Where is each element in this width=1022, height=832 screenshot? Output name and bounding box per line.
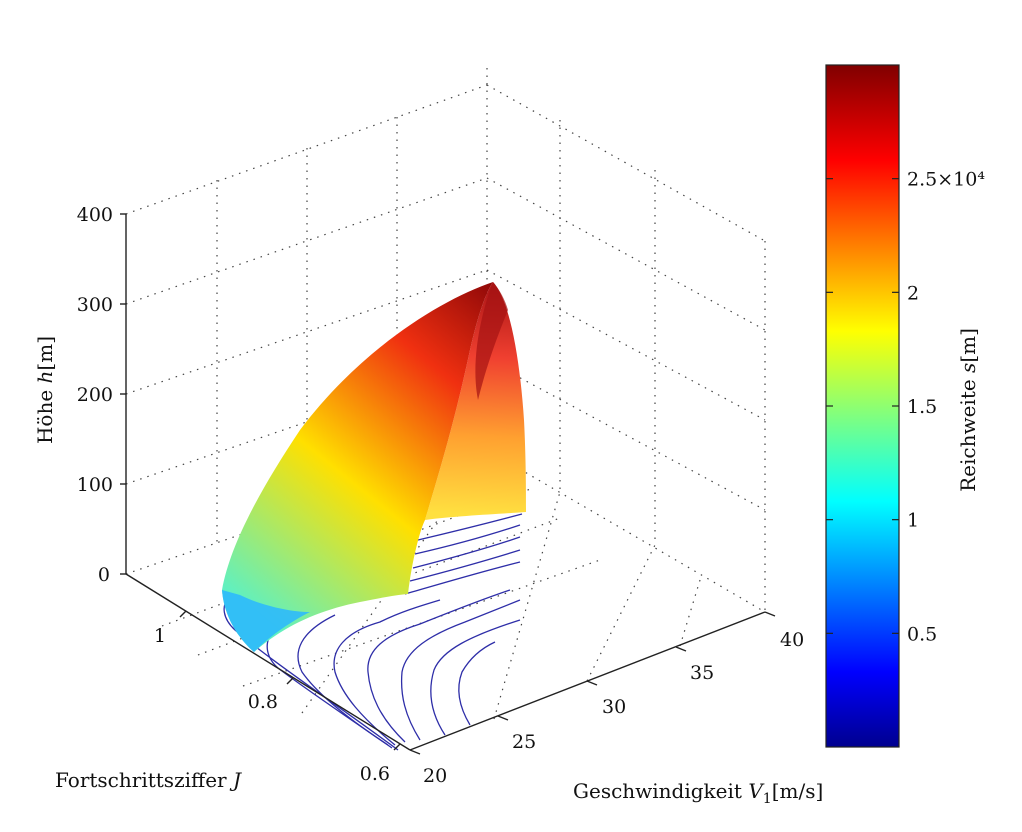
contour-lines <box>223 513 523 751</box>
z-tick-labels: 400 300 200 100 0 <box>77 204 113 586</box>
j-tick-labels: 1 0.8 0.6 <box>154 625 390 785</box>
grid-lines <box>125 68 766 720</box>
colorbar-gradient <box>825 64 900 748</box>
j-tick-label: 0.8 <box>248 691 278 713</box>
j-tick-label: 0.6 <box>360 763 390 785</box>
j-tick-label: 1 <box>154 625 166 647</box>
z-tick-label: 300 <box>77 294 113 316</box>
z-tick-label: 200 <box>77 384 113 406</box>
z-axis-title: Höhe h[m] <box>33 336 57 444</box>
v-axis-title: Geschwindigkeit V1[m/s] <box>573 779 823 807</box>
j-axis-title: Fortschrittsziffer J <box>55 768 242 792</box>
surface-plot <box>222 282 526 652</box>
colorbar-tick-label: 1.5 <box>907 396 937 418</box>
colorbar-tick-label: 2.5×10⁴ <box>907 169 985 191</box>
v-tick-label: 25 <box>512 731 536 753</box>
z-tick-label: 100 <box>77 474 113 496</box>
colorbar-tick-label: 1 <box>907 510 919 532</box>
z-tick-label: 400 <box>77 204 113 226</box>
colorbar-title: Reichweite s[m] <box>956 328 980 492</box>
axes <box>120 213 776 755</box>
colorbar-tick-label: 2 <box>907 282 919 304</box>
v-tick-label: 30 <box>602 696 626 718</box>
colorbar: 0.5 1 1.5 2 2.5×10⁴ Reichweite s[m] <box>825 64 985 748</box>
v-tick-labels: 20 25 30 35 40 <box>423 629 804 787</box>
colorbar-ticks: 0.5 1 1.5 2 2.5×10⁴ <box>826 169 985 645</box>
z-tick-label: 0 <box>98 564 110 586</box>
v-tick-label: 40 <box>780 629 804 651</box>
colorbar-tick-label: 0.5 <box>907 623 937 645</box>
v-tick-label: 20 <box>423 765 447 787</box>
v-tick-label: 35 <box>690 662 714 684</box>
